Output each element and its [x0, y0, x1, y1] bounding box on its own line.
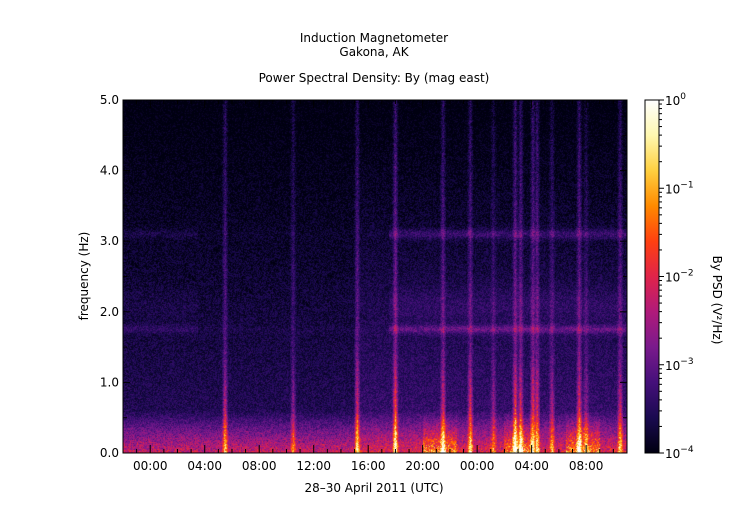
- chart-title-line-1: Induction Magnetometer: [300, 31, 448, 45]
- x-tick-label: 08:00: [569, 459, 604, 473]
- x-tick-label: 08:00: [242, 459, 277, 473]
- colorbar-axis: 100 10−1 10−2 10−3 10−4: [659, 92, 694, 461]
- x-axis: 00:00 04:00 08:00 12:00 16:00 20:00 00:00 04:00…: [122, 100, 628, 473]
- x-tick-label: 16:00: [351, 459, 386, 473]
- x-tick-label: 04:00: [514, 459, 549, 473]
- y-tick-label: 4.0: [100, 164, 119, 178]
- x-tick-label: 04:00: [187, 459, 222, 473]
- colorbar-tick-label: 100: [665, 92, 686, 108]
- y-tick-label: 1.0: [100, 375, 119, 389]
- y-tick-label: 5.0: [100, 93, 119, 107]
- y-tick-label: 2.0: [100, 305, 119, 319]
- x-axis-label: 28–30 April 2011 (UTC): [304, 481, 443, 495]
- x-tick-label: 20:00: [405, 459, 440, 473]
- x-tick-label: 12:00: [296, 459, 331, 473]
- colorbar-tick-label: 10−1: [665, 180, 694, 196]
- y-axis: 0.0 1.0 2.0 3.0 4.0 5.0: [100, 93, 627, 460]
- x-tick-label: 00:00: [460, 459, 495, 473]
- colorbar-tick-label: 10−2: [665, 269, 694, 285]
- colorbar: [644, 99, 660, 454]
- colorbar-tick-label: 10−4: [665, 445, 694, 461]
- chart-subtitle: Power Spectral Density: By (mag east): [259, 71, 490, 85]
- y-tick-label: 3.0: [100, 234, 119, 248]
- colorbar-label: By PSD (V²/Hz): [710, 256, 724, 345]
- colorbar-tick-label: 10−3: [665, 357, 694, 373]
- x-tick-label: 00:00: [133, 459, 168, 473]
- spectrogram-canvas: [123, 100, 627, 453]
- y-tick-label: 0.0: [100, 446, 119, 460]
- spectrogram-plot-area: [123, 100, 627, 453]
- chart-title-line-2: Gakona, AK: [339, 45, 409, 59]
- y-axis-label: frequency (Hz): [77, 232, 91, 321]
